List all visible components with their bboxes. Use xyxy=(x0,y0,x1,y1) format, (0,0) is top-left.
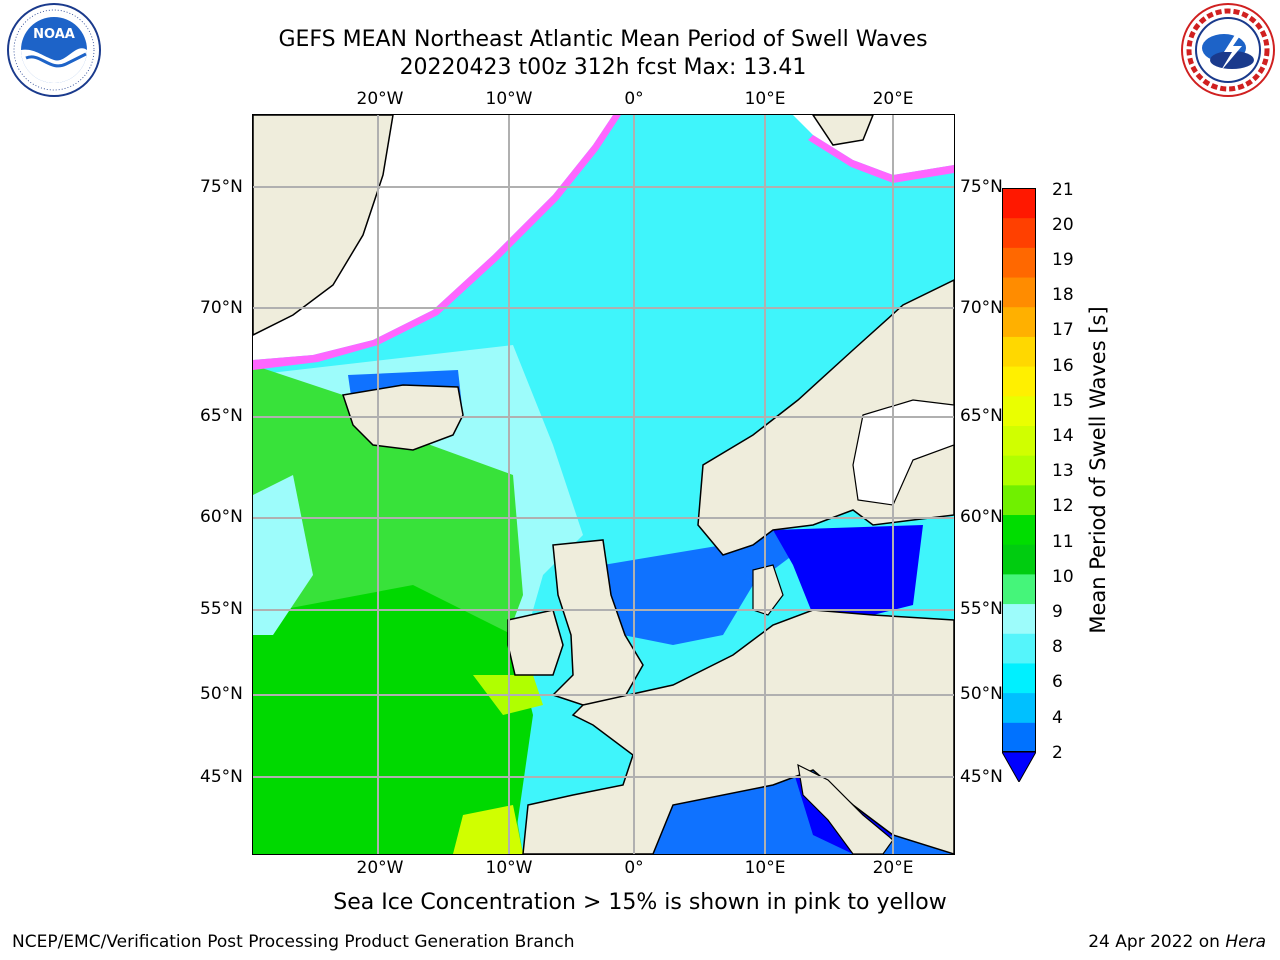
noaa-logo: NOAA xyxy=(6,2,102,98)
colorbar-swatches xyxy=(1001,188,1037,784)
colorbar-swatch xyxy=(1002,336,1036,367)
colorbar-swatch xyxy=(1002,455,1036,486)
lon-label-bottom: 10°W xyxy=(485,858,533,878)
lat-label-right: 55°N xyxy=(960,599,1003,619)
colorbar-swatch xyxy=(1002,573,1036,605)
colorbar-tick: 13 xyxy=(1052,461,1074,481)
lat-label-right: 70°N xyxy=(960,298,1003,318)
colorbar-tick: 19 xyxy=(1052,250,1074,270)
lon-label-top: 20°E xyxy=(872,89,914,109)
lon-label-top: 0° xyxy=(624,89,644,109)
colorbar-swatch xyxy=(1002,633,1036,664)
colorbar-swatch xyxy=(1002,306,1036,337)
colorbar-tick: 12 xyxy=(1052,496,1074,516)
colorbar-tick: 17 xyxy=(1052,320,1074,340)
chart-title: GEFS MEAN Northeast Atlantic Mean Period… xyxy=(278,27,928,52)
lat-label-left: 50°N xyxy=(200,684,243,704)
lat-label-right: 45°N xyxy=(960,767,1003,787)
footer-credit: NCEP/EMC/Verification Post Processing Pr… xyxy=(12,932,575,952)
swell-period-map xyxy=(253,115,954,854)
colorbar-tick: 15 xyxy=(1052,391,1074,411)
colorbar-tick: 14 xyxy=(1052,426,1074,446)
colorbar-swatch xyxy=(1002,544,1036,575)
colorbar-swatch xyxy=(1002,603,1036,634)
lon-label-bottom: 10°E xyxy=(744,858,786,878)
colorbar-tick: 6 xyxy=(1052,672,1063,692)
lon-label-bottom: 20°W xyxy=(356,858,404,878)
footer-date-text: 24 Apr 2022 on xyxy=(1088,932,1226,952)
colorbar-swatch xyxy=(1002,514,1036,545)
sea-ice-caption: Sea Ice Concentration > 15% is shown in … xyxy=(333,890,947,915)
colorbar-swatch xyxy=(1002,692,1036,723)
svg-text:NOAA: NOAA xyxy=(33,27,75,42)
colorbar-swatch xyxy=(1002,217,1036,248)
lat-label-left: 45°N xyxy=(200,767,243,787)
colorbar-swatch xyxy=(1002,247,1036,278)
colorbar-border xyxy=(1002,188,1036,752)
colorbar-swatch xyxy=(1002,484,1036,516)
lon-label-top: 10°W xyxy=(485,89,533,109)
colorbar-tick: 9 xyxy=(1052,602,1063,622)
lat-label-left: 70°N xyxy=(200,298,243,318)
colorbar-swatch xyxy=(1002,425,1036,456)
colorbar-tick: 11 xyxy=(1052,532,1074,552)
lat-label-right: 65°N xyxy=(960,406,1003,426)
lon-label-top: 10°E xyxy=(744,89,786,109)
lat-label-right: 75°N xyxy=(960,177,1003,197)
colorbar-tick: 18 xyxy=(1052,285,1074,305)
lat-label-left: 75°N xyxy=(200,177,243,197)
colorbar-tick: 4 xyxy=(1052,708,1063,728)
map-frame xyxy=(252,114,955,855)
colorbar-swatch xyxy=(1002,722,1036,753)
footer-host: Hera xyxy=(1225,932,1266,952)
lon-label-bottom: 0° xyxy=(624,858,644,878)
lat-label-left: 55°N xyxy=(200,599,243,619)
chart-subtitle: 20220423 t00z 312h fcst Max: 13.41 xyxy=(399,55,807,80)
colorbar xyxy=(1001,188,1037,784)
colorbar-title: Mean Period of Swell Waves [s] xyxy=(1086,306,1110,634)
footer-date: 24 Apr 2022 on Hera xyxy=(1088,932,1266,952)
colorbar-swatch xyxy=(1002,188,1036,219)
colorbar-swatch xyxy=(1002,662,1036,694)
lat-label-left: 60°N xyxy=(200,507,243,527)
colorbar-tick: 16 xyxy=(1052,356,1074,376)
colorbar-tick: 2 xyxy=(1052,743,1063,763)
colorbar-extend-arrow xyxy=(1001,751,1037,784)
map-panel xyxy=(253,115,954,854)
colorbar-swatch xyxy=(1002,366,1036,397)
colorbar-tick: 10 xyxy=(1052,567,1074,587)
nws-logo xyxy=(1180,2,1276,98)
colorbar-tick: 20 xyxy=(1052,215,1074,235)
lat-label-right: 50°N xyxy=(960,684,1003,704)
colorbar-swatch xyxy=(1002,277,1036,308)
lat-label-right: 60°N xyxy=(960,507,1003,527)
colorbar-tick: 8 xyxy=(1052,637,1063,657)
colorbar-swatch xyxy=(1002,395,1036,426)
lon-label-bottom: 20°E xyxy=(872,858,914,878)
lon-label-top: 20°W xyxy=(356,89,404,109)
colorbar-tick: 21 xyxy=(1052,180,1074,200)
lat-label-left: 65°N xyxy=(200,406,243,426)
